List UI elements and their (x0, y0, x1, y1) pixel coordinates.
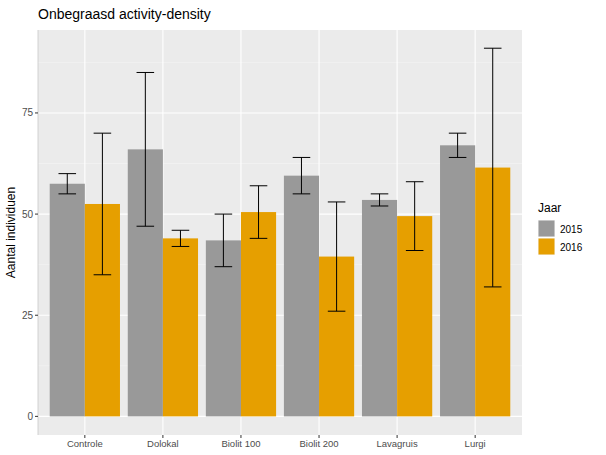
error-bar (328, 202, 346, 311)
x-tick-label: Lavagruis (376, 438, 417, 449)
error-bar (58, 174, 76, 194)
legend-key (539, 221, 555, 237)
y-tick (35, 315, 38, 316)
error-bar (94, 133, 112, 275)
error-bar (484, 48, 502, 287)
legend-label: 2016 (560, 242, 583, 253)
legend-key (539, 239, 555, 255)
legend-title: Jaar (538, 201, 561, 215)
y-tick-label: 25 (22, 310, 34, 321)
x-tick-label: Dolokal (147, 438, 179, 449)
bar (241, 212, 276, 416)
error-bar (371, 194, 389, 206)
bar (284, 176, 319, 417)
y-axis-line (38, 30, 39, 435)
y-tick (35, 112, 38, 113)
y-tick (35, 416, 38, 417)
x-tick-label: Controle (67, 438, 103, 449)
error-bar (406, 182, 424, 251)
y-axis-label: Aantal individuen (4, 187, 18, 278)
bar (50, 184, 85, 417)
y-tick-label: 0 (27, 411, 33, 422)
legend-key-bg (538, 220, 555, 237)
error-bar (449, 133, 467, 157)
error-bar (172, 230, 190, 246)
title: Onbegraasd activity-density (38, 6, 211, 22)
panel (38, 30, 522, 435)
y-tick (35, 214, 38, 215)
bar (440, 145, 475, 416)
bar (163, 238, 198, 416)
error-bar (250, 186, 268, 239)
chart: 0 25 50 75 Controle Dolokal Biolit 100 Biolit 2… (0, 0, 606, 455)
x-tick-label: Biolit 100 (221, 438, 260, 449)
minor-grid (38, 62, 522, 63)
error-bar (293, 157, 311, 193)
x-tick-label: Lurgi (465, 438, 486, 449)
legend-key-bg (538, 238, 555, 255)
x-tick-label: Biolit 200 (299, 438, 338, 449)
error-bar (215, 214, 233, 267)
legend-label: 2015 (560, 224, 583, 235)
bar (362, 200, 397, 416)
y-tick-label: 50 (22, 209, 34, 220)
y-tick-label: 75 (22, 107, 34, 118)
grid-line (38, 112, 522, 113)
error-bar (137, 72, 155, 226)
bars (50, 48, 511, 416)
